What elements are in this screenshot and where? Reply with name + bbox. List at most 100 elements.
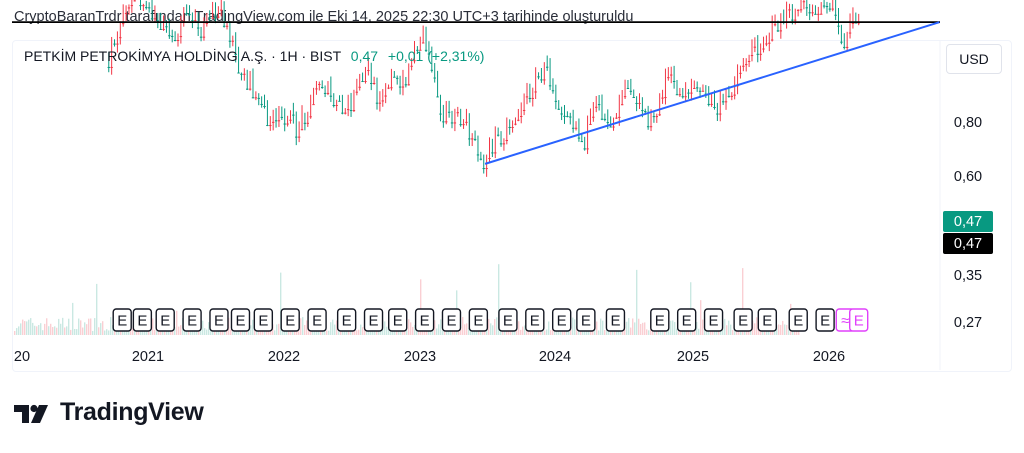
candle-body[interactable]: [116, 43, 119, 45]
candle-body[interactable]: [802, 1, 806, 3]
candle-body[interactable]: [632, 97, 635, 99]
candle-body[interactable]: [315, 88, 318, 90]
candle-body[interactable]: [655, 116, 658, 118]
candle-body[interactable]: [165, 26, 168, 28]
earnings-marker[interactable]: [441, 308, 462, 332]
candle-body[interactable]: [569, 116, 572, 118]
candle-body[interactable]: [205, 22, 209, 24]
candle-body[interactable]: [286, 123, 289, 125]
candle-body[interactable]: [494, 152, 497, 154]
candle-body[interactable]: [808, 12, 811, 14]
candle-body[interactable]: [119, 37, 122, 39]
candle-body[interactable]: [739, 72, 742, 74]
candle-body[interactable]: [566, 116, 569, 118]
candle-body[interactable]: [502, 143, 506, 145]
candle-body[interactable]: [710, 103, 713, 105]
candle-body[interactable]: [615, 117, 618, 119]
candle-body[interactable]: [473, 138, 477, 140]
candle-body[interactable]: [303, 122, 307, 124]
earnings-marker[interactable]: [280, 308, 300, 332]
candle-body[interactable]: [716, 113, 719, 115]
candle-body[interactable]: [214, 16, 217, 18]
candle-body[interactable]: [511, 126, 514, 128]
earnings-marker[interactable]: [576, 308, 596, 332]
candle-body[interactable]: [583, 148, 586, 150]
candle-body[interactable]: [199, 36, 203, 38]
candle-body[interactable]: [707, 103, 710, 105]
candle-body[interactable]: [361, 81, 364, 83]
candle-body[interactable]: [194, 20, 197, 22]
candle-body[interactable]: [517, 119, 520, 121]
candle-body[interactable]: [805, 7, 808, 9]
candle-body[interactable]: [843, 46, 846, 48]
candle-body[interactable]: [335, 105, 338, 107]
candle-body[interactable]: [828, 8, 832, 10]
candle-body[interactable]: [424, 49, 428, 51]
candle-body[interactable]: [851, 22, 855, 24]
candle-body[interactable]: [173, 40, 177, 42]
candle-body[interactable]: [372, 83, 376, 85]
candle-body[interactable]: [695, 87, 699, 89]
candle-body[interactable]: [468, 138, 471, 140]
candle-body[interactable]: [110, 66, 113, 68]
candle-body[interactable]: [545, 66, 549, 68]
candle-body[interactable]: [776, 30, 780, 32]
candle-body[interactable]: [283, 123, 286, 125]
candle-body[interactable]: [505, 139, 509, 141]
candle-body[interactable]: [724, 101, 728, 103]
candle-body[interactable]: [491, 152, 494, 154]
candle-body[interactable]: [381, 100, 384, 102]
candle-body[interactable]: [794, 19, 797, 21]
candle-body[interactable]: [470, 138, 474, 140]
candle-body[interactable]: [427, 53, 431, 55]
candle-body[interactable]: [595, 106, 598, 108]
candle-body[interactable]: [289, 119, 292, 121]
candle-body[interactable]: [574, 127, 578, 129]
earnings-marker[interactable]: [414, 308, 435, 332]
candle-body[interactable]: [675, 94, 679, 96]
candle-body[interactable]: [145, 7, 148, 9]
candle-body[interactable]: [295, 136, 298, 138]
candle-body[interactable]: [439, 113, 442, 115]
candle-body[interactable]: [147, 7, 151, 9]
candle-body[interactable]: [254, 97, 258, 99]
earnings-marker[interactable]: [307, 308, 327, 332]
earnings-marker[interactable]: [182, 308, 202, 332]
candle-body[interactable]: [537, 76, 540, 78]
candle-body[interactable]: [225, 25, 229, 27]
tradingview-logo[interactable]: TradingView: [14, 398, 204, 427]
candle-body[interactable]: [182, 20, 185, 22]
candle-body[interactable]: [817, 13, 820, 15]
candle-body[interactable]: [531, 97, 534, 99]
candle-body[interactable]: [701, 90, 705, 92]
candle-body[interactable]: [222, 25, 226, 27]
earnings-marker[interactable]: [676, 308, 697, 332]
candle-body[interactable]: [848, 32, 852, 34]
candle-body[interactable]: [811, 12, 814, 14]
candle-body[interactable]: [332, 105, 335, 107]
candle-body[interactable]: [211, 17, 214, 19]
candle-body[interactable]: [528, 97, 532, 99]
earnings-marker[interactable]: [336, 308, 357, 332]
candle-body[interactable]: [684, 96, 687, 98]
candle-body[interactable]: [727, 95, 731, 97]
candle-body[interactable]: [240, 73, 243, 75]
candle-body[interactable]: [571, 127, 575, 129]
candle-body[interactable]: [600, 118, 604, 120]
candle-body[interactable]: [133, 0, 136, 2]
candle-body[interactable]: [168, 35, 171, 37]
candle-body[interactable]: [188, 14, 191, 16]
candle-body[interactable]: [107, 66, 110, 68]
candle-body[interactable]: [300, 129, 304, 131]
candle-body[interactable]: [834, 14, 837, 16]
candle-body[interactable]: [551, 90, 555, 92]
candle-body[interactable]: [248, 88, 252, 90]
earnings-marker[interactable]: [498, 308, 518, 332]
candle-body[interactable]: [139, 5, 142, 7]
candle-body[interactable]: [237, 72, 240, 74]
candle-body[interactable]: [626, 87, 630, 89]
candle-body[interactable]: [825, 6, 829, 8]
earnings-marker[interactable]: [703, 308, 724, 332]
candle-body[interactable]: [277, 120, 281, 122]
